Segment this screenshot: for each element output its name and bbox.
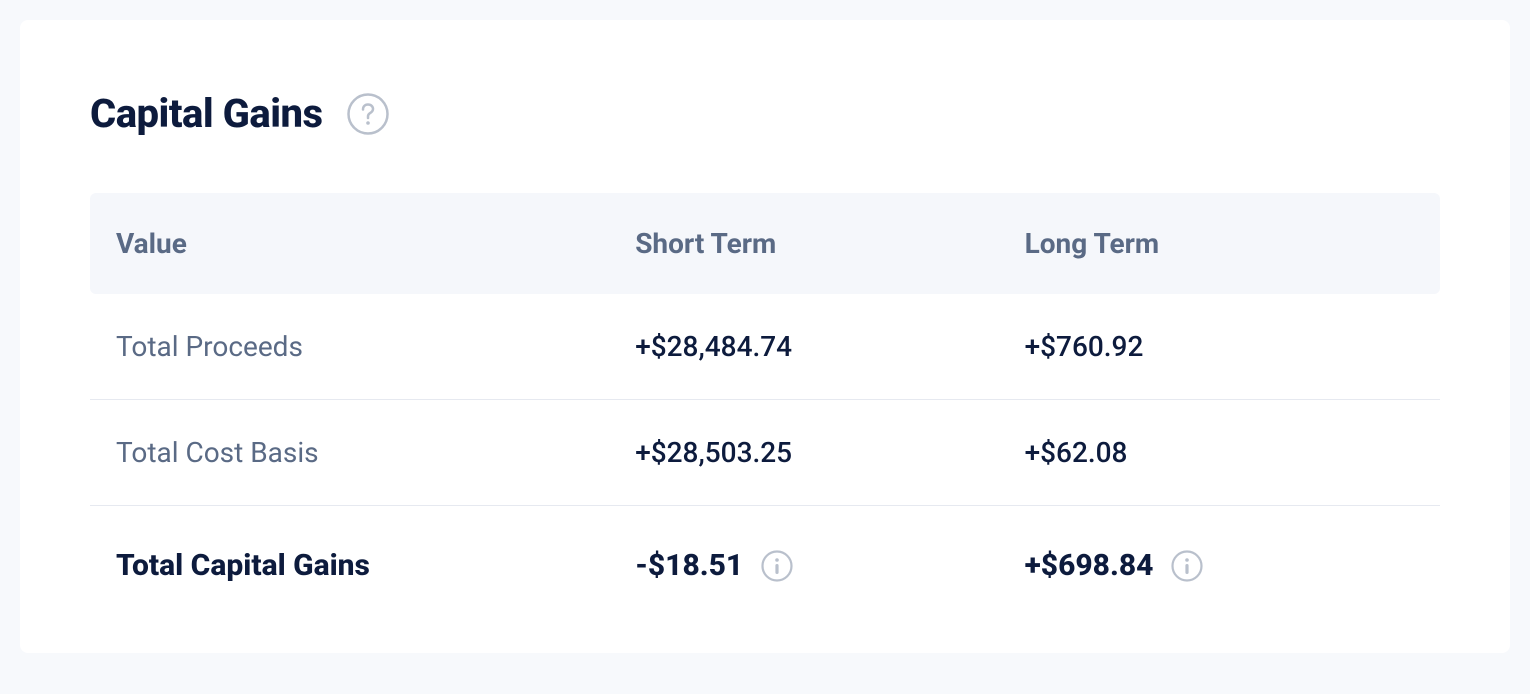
cell-long-term: +$698.84 — [1025, 548, 1414, 583]
cell-long-term: +$760.92 — [1025, 330, 1414, 363]
total-value-group: +$698.84 — [1025, 548, 1204, 583]
table-row: Total Cost Basis +$28,503.25 +$62.08 — [90, 400, 1440, 506]
column-header-label: Short Term — [635, 227, 776, 260]
info-icon[interactable] — [761, 550, 793, 582]
cell-short-term: -$18.51 — [635, 548, 1024, 583]
cell-label: Total Capital Gains — [116, 548, 635, 583]
info-icon[interactable] — [1171, 550, 1203, 582]
column-header-long-term: Long Term — [1025, 227, 1414, 260]
cell-long-term: +$62.08 — [1025, 436, 1414, 469]
card-title: Capital Gains — [90, 90, 323, 137]
total-value: -$18.51 — [635, 548, 743, 583]
row-value: +$760.92 — [1025, 330, 1144, 363]
column-header-value: Value — [116, 227, 635, 260]
column-header-label: Value — [116, 227, 187, 260]
total-value-group: -$18.51 — [635, 548, 793, 583]
table-total-row: Total Capital Gains -$18.51 +$69 — [90, 506, 1440, 593]
table-row: Total Proceeds +$28,484.74 +$760.92 — [90, 294, 1440, 400]
column-header-label: Long Term — [1025, 227, 1160, 260]
card-header: Capital Gains — [90, 90, 1440, 137]
row-label: Total Cost Basis — [116, 436, 319, 469]
capital-gains-table: Value Short Term Long Term Total Proceed… — [90, 193, 1440, 593]
cell-label: Total Proceeds — [116, 330, 635, 363]
capital-gains-card: Capital Gains Value Short Term Long Term… — [20, 20, 1510, 653]
row-value: +$28,484.74 — [635, 330, 792, 363]
row-value: +$62.08 — [1025, 436, 1128, 469]
row-label: Total Proceeds — [116, 330, 303, 363]
help-icon[interactable] — [347, 93, 389, 135]
total-value: +$698.84 — [1025, 548, 1154, 583]
cell-short-term: +$28,503.25 — [635, 436, 1024, 469]
cell-short-term: +$28,484.74 — [635, 330, 1024, 363]
table-header-row: Value Short Term Long Term — [90, 193, 1440, 294]
row-value: +$28,503.25 — [635, 436, 792, 469]
total-label: Total Capital Gains — [116, 548, 370, 583]
cell-label: Total Cost Basis — [116, 436, 635, 469]
column-header-short-term: Short Term — [635, 227, 1024, 260]
